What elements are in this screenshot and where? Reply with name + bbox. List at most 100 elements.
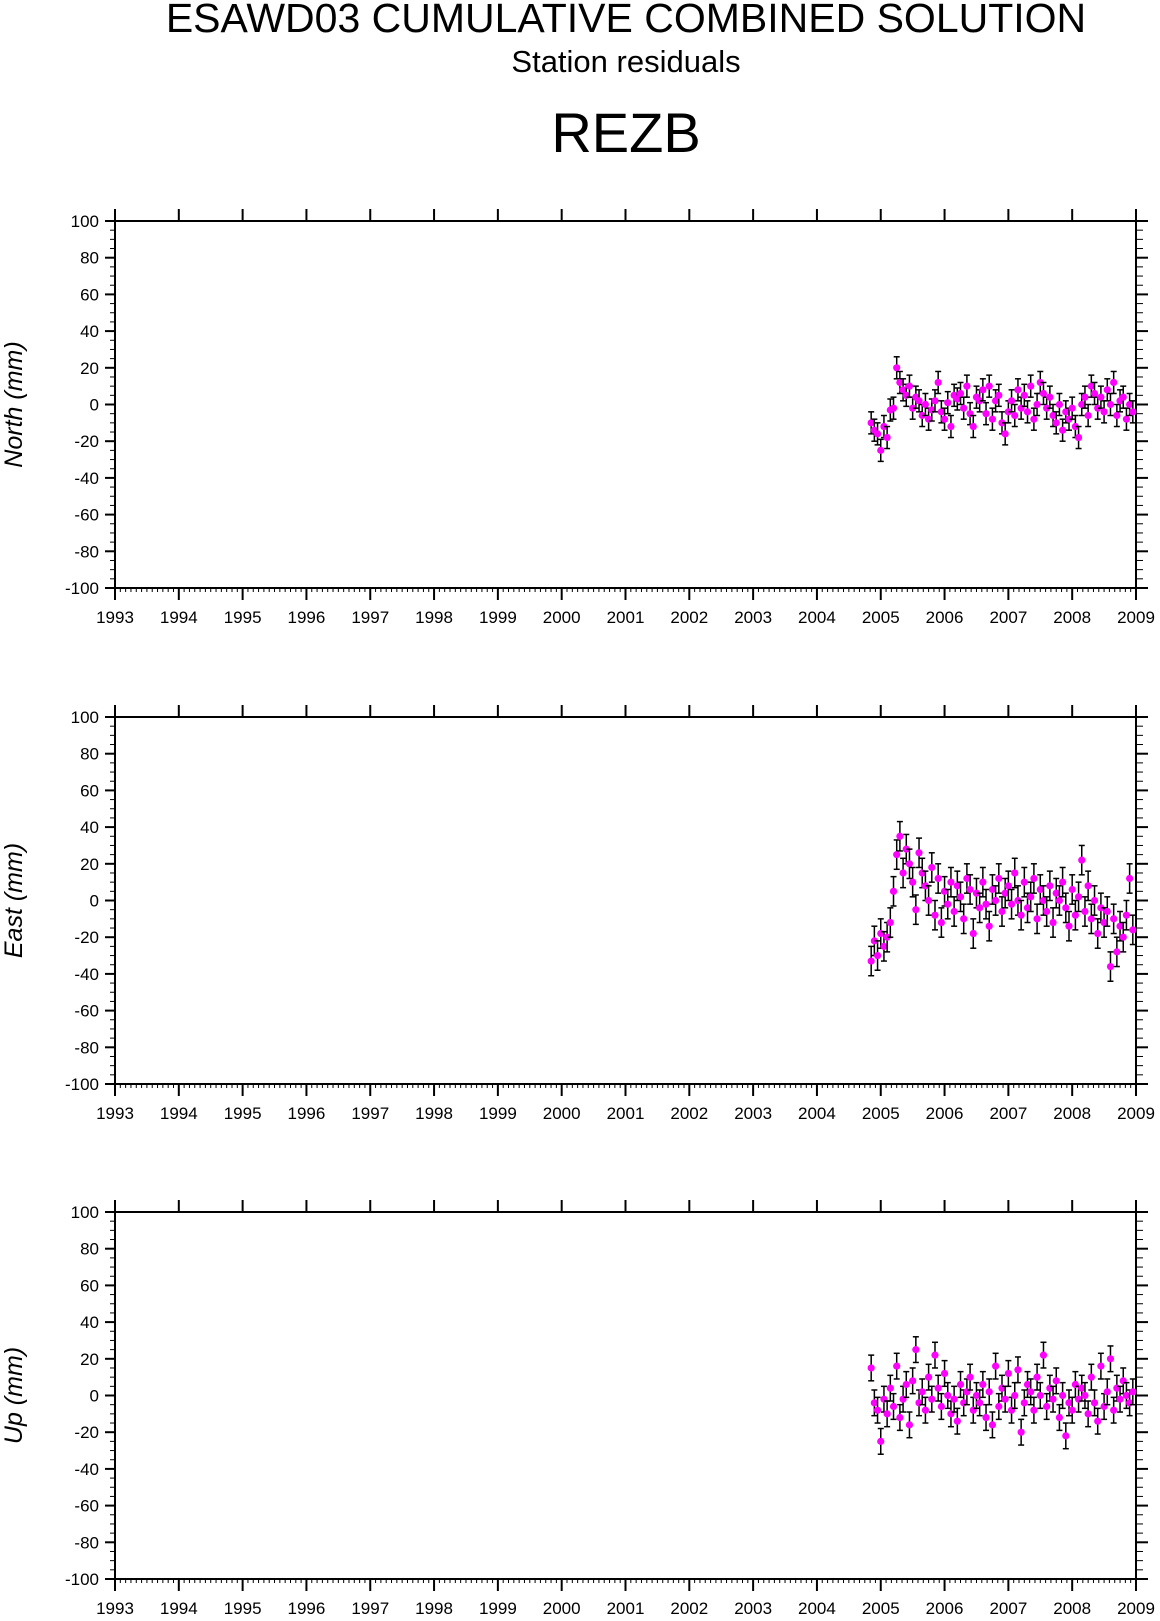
data-point — [896, 1413, 904, 1422]
x-tick-label: 1995 — [224, 608, 262, 627]
x-tick-label: 1995 — [224, 1104, 262, 1123]
data-point — [1113, 411, 1121, 420]
data-point — [886, 1384, 894, 1392]
x-tick-label: 2001 — [607, 1599, 645, 1618]
x-tick-label: 2006 — [926, 1104, 964, 1123]
data-point — [1004, 882, 1012, 890]
data-point — [1129, 926, 1137, 934]
data-point — [921, 400, 930, 409]
data-point — [1100, 918, 1108, 927]
data-point — [969, 422, 977, 431]
data-point — [937, 918, 945, 927]
x-tick-label: 2001 — [607, 1104, 645, 1123]
data-point — [953, 395, 961, 403]
data-point — [1094, 404, 1102, 412]
x-tick-label: 2002 — [670, 608, 708, 627]
data-point — [1030, 415, 1038, 423]
data-point — [1049, 918, 1057, 927]
data-point — [1011, 1391, 1019, 1400]
data-point — [1106, 962, 1115, 971]
x-tick-label: 1997 — [351, 1599, 389, 1618]
x-tick-label: 2007 — [989, 1104, 1027, 1123]
data-point — [870, 937, 878, 945]
x-tick-label: 2006 — [926, 1599, 964, 1618]
y-tick-label: 60 — [80, 285, 99, 304]
data-point — [1055, 1413, 1064, 1422]
data-point — [889, 404, 898, 412]
data-point — [1036, 1391, 1044, 1400]
y-tick-label: -60 — [74, 1002, 99, 1021]
data-point — [985, 1388, 993, 1396]
y-tick-label: 100 — [71, 1203, 99, 1222]
data-point — [1081, 393, 1089, 401]
data-point — [1001, 1395, 1009, 1403]
data-point — [1090, 1399, 1099, 1407]
data-point — [1014, 896, 1022, 905]
data-point — [909, 1377, 917, 1385]
x-tick-label: 2009 — [1117, 1104, 1155, 1123]
data-point — [931, 397, 939, 405]
x-tick-label: 2004 — [798, 1599, 836, 1618]
data-point — [1090, 389, 1099, 398]
data-point — [896, 832, 904, 840]
x-tick-label: 2000 — [543, 1599, 581, 1618]
x-tick-label: 1993 — [96, 1104, 134, 1123]
data-point — [1033, 1373, 1041, 1381]
data-point — [934, 874, 942, 883]
data-point — [1004, 408, 1012, 416]
data-point — [1033, 915, 1041, 923]
data-point — [1020, 391, 1028, 399]
y-axis-label: North (mm) — [0, 341, 28, 467]
data-point — [1078, 1384, 1086, 1392]
data-point — [1027, 893, 1035, 901]
data-point — [1033, 400, 1041, 409]
data-point — [947, 878, 955, 886]
data-point — [909, 878, 917, 886]
data-point — [928, 863, 936, 872]
data-point — [979, 386, 987, 394]
data-point — [893, 1362, 901, 1370]
plot-frame — [114, 716, 1137, 1085]
x-tick-label: 1995 — [224, 1599, 262, 1618]
data-point — [921, 882, 930, 890]
data-point — [1046, 393, 1054, 401]
x-tick-label: 2009 — [1117, 1599, 1155, 1618]
x-tick-label: 2008 — [1053, 1599, 1091, 1618]
x-tick-label: 1994 — [160, 1104, 198, 1123]
y-tick-label: 80 — [80, 745, 99, 764]
y-tick-label: 60 — [80, 1276, 99, 1295]
y-tick-label: -100 — [65, 1570, 99, 1589]
y-tick-label: 40 — [80, 322, 99, 341]
x-tick-label: 2001 — [607, 608, 645, 627]
data-point — [1074, 893, 1083, 901]
data-point — [1055, 400, 1064, 409]
x-tick-label: 2007 — [989, 1599, 1027, 1618]
data-point — [1007, 900, 1016, 908]
data-point — [1039, 896, 1048, 905]
data-point — [921, 1406, 930, 1414]
data-point — [1052, 1377, 1060, 1385]
y-tick-label: 100 — [71, 708, 99, 727]
data-point — [988, 1421, 997, 1429]
data-point — [1126, 874, 1134, 883]
data-point — [1030, 1406, 1038, 1414]
x-tick-label: 2009 — [1117, 608, 1155, 627]
x-tick-label: 2003 — [734, 1104, 772, 1123]
data-point — [966, 885, 974, 894]
data-point — [870, 1399, 878, 1407]
data-point — [1103, 386, 1111, 394]
data-point — [905, 382, 914, 390]
y-tick-label: -80 — [74, 1038, 99, 1057]
plot-frame — [114, 220, 1137, 589]
data-point — [1023, 408, 1032, 416]
data-point — [937, 1402, 945, 1411]
data-point — [985, 382, 993, 390]
data-point — [909, 404, 917, 412]
data-point — [1039, 389, 1048, 398]
data-point — [979, 878, 987, 886]
data-point — [988, 415, 997, 423]
data-point — [1065, 415, 1073, 423]
x-tick-label: 2008 — [1053, 608, 1091, 627]
x-tick-label: 2006 — [926, 608, 964, 627]
data-point — [880, 942, 888, 950]
